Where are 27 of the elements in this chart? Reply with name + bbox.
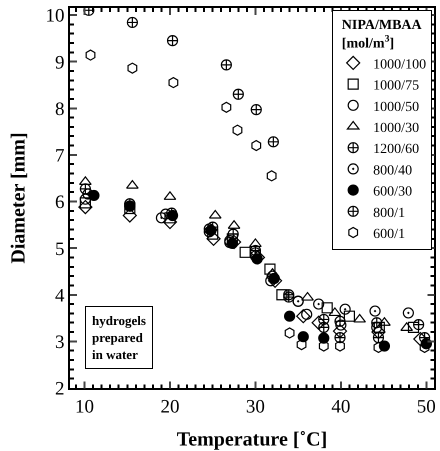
- x-tick-label: 50: [416, 396, 436, 418]
- y-tick-label: 4: [54, 285, 65, 306]
- y-tick-label: 3: [54, 332, 64, 354]
- y-axis-title: Diameter [mm]: [7, 132, 30, 264]
- y-tick-label: 7: [54, 146, 64, 167]
- y-tick-label: 5: [54, 238, 64, 260]
- legend-label: 1200/60: [373, 142, 420, 158]
- y-tick-label: 8: [54, 98, 64, 120]
- x-tick-label: 20: [160, 396, 180, 418]
- x-tick-label: 10: [75, 396, 94, 418]
- x-tick-label: 30: [246, 396, 265, 418]
- legend-label: 1000/100: [373, 57, 426, 72]
- x-tick-label: 40: [331, 396, 350, 418]
- annotation: hydrogels prepared in water: [92, 313, 146, 362]
- y-tick-label: 6: [54, 192, 64, 214]
- legend-label: 1000/30: [373, 120, 420, 136]
- legend-label: 1000/50: [373, 100, 420, 115]
- x-axis-title: Temperature [˚C]: [176, 428, 328, 451]
- legend-title: NIPA/MBAA [mol/m$^{3}$]: [342, 18, 423, 52]
- y-tick-label: 9: [54, 52, 64, 74]
- y-tick-label: 2: [54, 378, 64, 400]
- legend-label: 800/1: [373, 206, 406, 221]
- y-tick-label: 10: [45, 6, 64, 27]
- legend-label: 1000/75: [373, 78, 420, 94]
- legend-label: 600/1: [373, 226, 406, 242]
- legend-label: 600/30: [373, 184, 412, 200]
- legend-label: 800/40: [373, 163, 412, 178]
